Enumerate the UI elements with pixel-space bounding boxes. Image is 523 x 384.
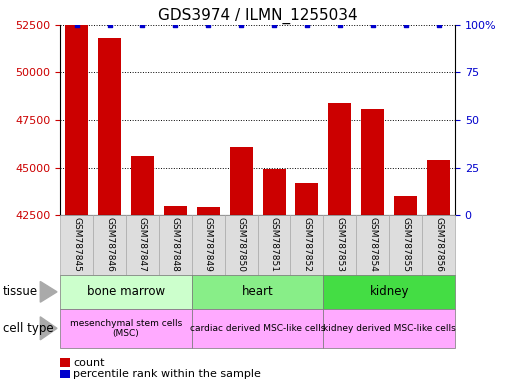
Bar (361, 109, 384, 384)
Bar (164, 205, 187, 384)
Point (303, 22, 311, 28)
Point (72, 22, 81, 28)
Bar (230, 147, 253, 384)
Bar (65, 25, 88, 384)
Bar (323, 309, 455, 348)
Bar (427, 160, 450, 384)
Bar (98, 38, 121, 384)
Bar (290, 215, 323, 275)
Text: GSM787845: GSM787845 (72, 217, 81, 272)
Text: GSM787856: GSM787856 (434, 217, 443, 272)
Text: GSM787852: GSM787852 (302, 217, 311, 272)
Text: percentile rank within the sample: percentile rank within the sample (73, 369, 261, 379)
Bar (323, 275, 455, 309)
Text: cardiac derived MSC-like cells: cardiac derived MSC-like cells (190, 324, 325, 333)
Bar (197, 207, 220, 384)
Text: tissue: tissue (3, 285, 38, 298)
Bar (295, 183, 319, 384)
Bar (356, 215, 389, 275)
Point (270, 22, 278, 28)
Text: count: count (73, 358, 105, 368)
Bar (126, 215, 159, 275)
Bar (192, 309, 323, 348)
Text: heart: heart (242, 285, 274, 298)
Point (435, 22, 443, 28)
Bar (257, 215, 290, 275)
Bar (263, 169, 286, 384)
Text: GSM787849: GSM787849 (204, 217, 213, 272)
Text: GSM787854: GSM787854 (368, 217, 377, 272)
Point (171, 22, 179, 28)
Bar (328, 103, 351, 384)
Bar (93, 215, 126, 275)
Bar (131, 156, 154, 384)
Text: GSM787850: GSM787850 (236, 217, 246, 272)
Bar (323, 215, 356, 275)
Bar (60, 309, 192, 348)
Bar (192, 275, 323, 309)
Polygon shape (40, 281, 57, 302)
Text: GSM787855: GSM787855 (401, 217, 410, 272)
Point (402, 22, 410, 28)
Text: kidney: kidney (369, 285, 409, 298)
Text: bone marrow: bone marrow (87, 285, 165, 298)
Polygon shape (40, 317, 57, 340)
Bar (394, 196, 417, 384)
Point (237, 22, 245, 28)
Text: cell type: cell type (3, 322, 53, 335)
Point (336, 22, 344, 28)
Bar (60, 275, 192, 309)
Point (204, 22, 212, 28)
Bar (422, 215, 455, 275)
Text: kidney derived MSC-like cells: kidney derived MSC-like cells (323, 324, 456, 333)
Text: GSM787848: GSM787848 (171, 217, 180, 272)
Bar (225, 215, 257, 275)
Point (138, 22, 146, 28)
Text: GSM787853: GSM787853 (335, 217, 344, 272)
Bar (60, 215, 93, 275)
Bar (192, 215, 225, 275)
Point (369, 22, 377, 28)
Text: GSM787847: GSM787847 (138, 217, 147, 272)
Title: GDS3974 / ILMN_1255034: GDS3974 / ILMN_1255034 (158, 7, 357, 23)
Bar (159, 215, 192, 275)
Point (105, 22, 113, 28)
Text: GSM787846: GSM787846 (105, 217, 114, 272)
Text: GSM787851: GSM787851 (269, 217, 279, 272)
Bar (389, 215, 422, 275)
Text: mesenchymal stem cells
(MSC): mesenchymal stem cells (MSC) (70, 319, 182, 338)
